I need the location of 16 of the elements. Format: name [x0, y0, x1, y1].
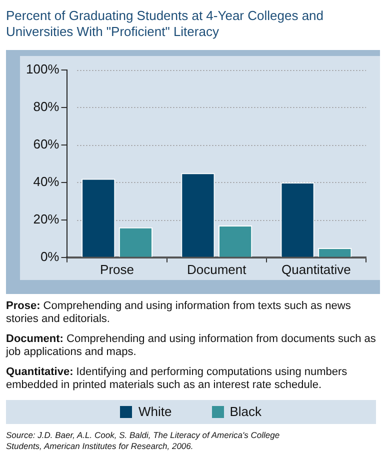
x-tick-label: Document	[187, 261, 247, 276]
y-tick-label: 0%	[40, 248, 60, 264]
y-tick-label: 80%	[33, 98, 60, 114]
x-tick-label: Prose	[100, 261, 134, 276]
legend-label: Black	[228, 404, 262, 420]
y-tick-label: 60%	[33, 136, 60, 152]
y-tick-label: 40%	[33, 174, 60, 189]
text: Prose: Comprehending and using information from texts such as news stories and editorials.	[6, 300, 352, 326]
x-tick-label: Quantitative	[282, 261, 351, 276]
y-tick-label: 100%	[26, 61, 60, 76]
legend-label: White	[137, 404, 172, 420]
source-note: Source: J.D. Baer, A.L. Cook, S. Baldi, The Literacy of America's College Students, American Institutes for Research, 2006.	[6, 430, 281, 452]
text: Document: Comprehending and using information from documents such as job applications and maps.	[6, 332, 377, 360]
chart-title: Percent of Graduating Students at 4-Year Colleges and Universities With "Proficient" Literacy	[5, 7, 325, 40]
y-tick-label: 20%	[33, 211, 60, 226]
text: Quantitative: Identifying and performing computations using numbers embedded in printed materials such as an interest rate schedule.	[6, 366, 348, 393]
